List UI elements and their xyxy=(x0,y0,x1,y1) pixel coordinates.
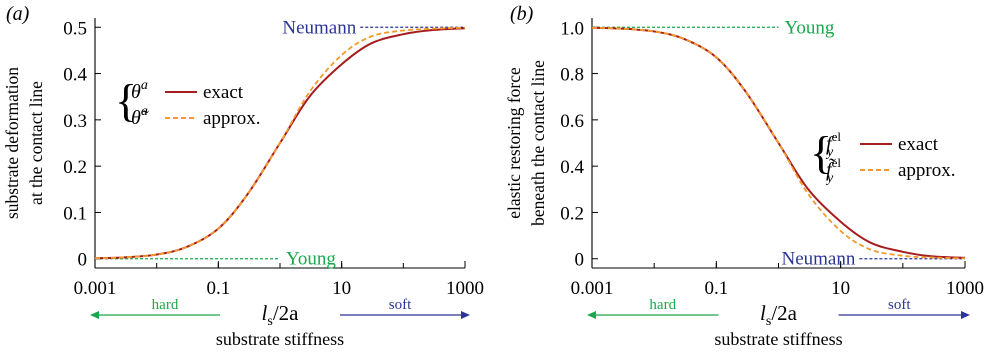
y-tick-label: 0 xyxy=(575,250,585,271)
y-tick-label: 0.4 xyxy=(560,157,584,178)
x-tick-label: 1000 xyxy=(446,278,484,299)
reference-label-young: Young xyxy=(785,17,835,38)
y-tick-label: 0 xyxy=(78,250,88,271)
x-axis-label-sub: s xyxy=(766,314,771,329)
legend-symbol: θa xyxy=(131,78,148,103)
soft-label: soft xyxy=(389,297,412,313)
x-axis-label-rest: /2a xyxy=(771,301,797,325)
panel-label: (a) xyxy=(6,3,30,25)
y-tick-label: 0.3 xyxy=(63,111,87,132)
x-axis-label: ls/2a xyxy=(262,301,300,329)
x-axis-caption: substrate stiffness xyxy=(216,329,344,349)
y-tick-label: 0.8 xyxy=(560,65,584,86)
legend-label-exact: exact xyxy=(898,134,939,155)
soft-label: soft xyxy=(888,297,911,313)
x-tick-label: 0.001 xyxy=(74,278,117,299)
y-tick-label: 0.2 xyxy=(560,203,584,224)
legend-label-approx: approx. xyxy=(898,160,956,181)
panel-label: (b) xyxy=(510,3,534,25)
hard-arrow-head xyxy=(587,311,596,319)
hard-label: hard xyxy=(152,297,179,313)
y-tick-label: 0.5 xyxy=(63,18,87,39)
legend: {θa exact θ̃a approx. xyxy=(115,75,261,129)
legend-symbol-sub: y xyxy=(825,145,834,160)
legend-symbol-main: f̃ xyxy=(826,157,836,181)
legend-symbol: f̃el y xyxy=(825,155,841,186)
x-tick-label: 1000 xyxy=(946,278,984,299)
series-line-approx xyxy=(94,26,466,260)
legend-symbol-main: f xyxy=(826,133,834,155)
y-tick-label: 0.6 xyxy=(560,111,584,132)
soft-arrow-head xyxy=(461,311,470,319)
x-tick-label: 0.1 xyxy=(704,278,728,299)
legend-symbol: θ̃a xyxy=(131,104,149,129)
hard-label: hard xyxy=(649,297,676,313)
x-tick-label: 0.001 xyxy=(571,278,614,299)
x-axis-label: ls/2a xyxy=(760,301,798,329)
x-axis-caption: substrate stiffness xyxy=(714,329,842,349)
y-axis-label-line-1: substrate deformation xyxy=(2,67,22,219)
panel-b: (b) 0 0.2 0.4 0.6 0.8 1.0 0.001 0.1 10 1000 elastic… xyxy=(504,3,984,349)
y-tick-label: 0.4 xyxy=(63,65,87,86)
x-axis-label-l: l xyxy=(262,301,268,325)
x-tick-label: 10 xyxy=(332,278,351,299)
reference-label-neumann: Neumann xyxy=(282,17,356,38)
soft-arrow-head xyxy=(961,311,970,319)
x-axis-label-l: l xyxy=(760,301,766,325)
reference-label-young: Young xyxy=(286,249,336,270)
x-axis-label-rest: /2a xyxy=(273,301,299,325)
y-tick-label: 0.1 xyxy=(63,203,87,224)
series-line-approx xyxy=(591,26,966,260)
hard-arrow-head xyxy=(90,311,99,319)
x-tick-label: 10 xyxy=(831,278,850,299)
panel-a: (a) 0 0.1 0.2 0.3 0.4 0.5 0.001 0.1 10 1000 substra… xyxy=(2,3,484,349)
legend-label-exact: exact xyxy=(203,82,244,103)
legend-symbol-sup: a xyxy=(141,78,148,93)
legend-label-approx: approx. xyxy=(203,108,261,129)
x-axis-label-sub: s xyxy=(267,314,272,329)
legend-symbol-sub: y xyxy=(825,171,834,186)
legend-symbol-main: θ xyxy=(131,81,141,103)
y-tick-label: 0.2 xyxy=(63,157,87,178)
y-axis-label-line-2: beneath the contact line xyxy=(528,60,548,226)
legend-symbol: fel y xyxy=(825,129,841,160)
legend-symbol-sup: el xyxy=(832,155,842,170)
legend-brace: { xyxy=(810,127,832,178)
y-tick-label: 1.0 xyxy=(560,18,584,39)
legend-symbol-sup: a xyxy=(141,104,148,119)
y-axis-label-line-1: elastic restoring force xyxy=(504,67,524,219)
legend-brace: { xyxy=(115,75,137,126)
y-axis-label-line-2: at the contact line xyxy=(26,81,46,205)
x-tick-label: 0.1 xyxy=(206,278,230,299)
legend-symbol-sup: el xyxy=(832,129,842,144)
reference-label-neumann: Neumann xyxy=(782,249,856,270)
